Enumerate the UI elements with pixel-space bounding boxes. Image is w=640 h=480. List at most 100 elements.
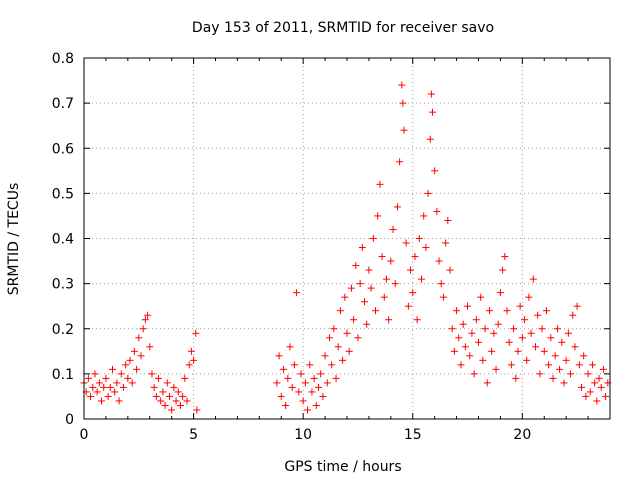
data-point [371,307,379,315]
data-point [424,189,432,197]
data-point [415,235,423,242]
data-point [591,379,599,387]
data-point [501,253,509,261]
data-point [396,158,404,166]
y-tick-label: 0.8 [52,51,74,67]
data-point [569,311,577,319]
data-point [542,307,550,315]
data-point [553,325,561,333]
data-point [299,397,307,405]
data-point [183,397,191,405]
data-point [490,329,498,337]
data-point [593,397,601,405]
data-point [431,167,439,175]
data-point [352,262,360,270]
data-point [531,343,539,351]
data-point [588,361,596,369]
data-point [315,383,323,391]
x-tick-label: 15 [404,427,422,443]
data-point [545,361,553,369]
data-point [426,135,434,143]
data-point [477,293,485,301]
data-point [193,406,201,414]
chart-title: Day 153 of 2011, SRMTID for receiver sav… [192,20,494,36]
data-point [317,370,325,378]
data-point [137,352,145,360]
data-point [332,374,340,382]
data-point [87,392,95,400]
data-point [547,334,555,342]
data-point [310,374,318,382]
data-point [499,266,507,274]
data-point [361,298,369,306]
data-point [505,338,513,346]
data-point [567,370,575,378]
data-point [582,392,590,400]
data-point [350,316,358,324]
data-point [472,316,480,324]
data-point [273,379,281,387]
data-point [455,334,463,342]
data-point [104,392,112,400]
data-point [328,361,336,369]
data-points [80,81,612,414]
data-point [347,284,355,292]
data-point [538,325,546,333]
data-point [556,365,564,373]
data-point [466,352,474,360]
y-axis-label: SRMTID / TECUs [6,183,22,296]
data-point [89,383,97,391]
data-point [159,388,167,396]
data-point [146,343,154,351]
data-point [91,370,99,378]
data-point [376,180,384,188]
data-point [170,383,178,391]
data-point [284,374,292,382]
data-point [95,379,103,387]
data-point [518,334,526,342]
data-point [514,347,522,355]
data-point [529,275,537,283]
data-point [597,383,605,391]
data-point [562,356,570,364]
data-point [130,347,138,355]
data-point [580,352,588,360]
data-point [301,379,309,387]
data-point [115,397,123,405]
data-point [374,212,382,220]
data-point [602,392,610,400]
data-point [148,370,156,378]
data-point [179,392,187,400]
data-point [457,361,465,369]
data-point [185,361,193,369]
data-point [450,347,458,355]
data-point [387,257,395,265]
data-point [521,316,529,324]
data-point [558,338,566,346]
data-point [389,225,397,233]
data-point [525,293,533,301]
data-point [584,370,592,378]
y-tick-label: 0.1 [52,367,74,383]
data-point [380,293,388,301]
data-point [293,289,301,297]
data-point [459,320,467,328]
data-point [448,325,456,333]
data-point [551,352,559,360]
data-point [402,239,410,247]
data-point [319,392,327,400]
data-point [321,352,329,360]
data-point [461,343,469,351]
data-point [304,406,312,414]
y-tick-label: 0 [65,412,74,428]
data-point [398,81,406,89]
data-point [393,203,401,211]
data-point [93,388,101,396]
data-point [325,334,333,342]
data-point [181,374,189,382]
y-tick-label: 0.6 [52,141,74,157]
data-point [446,266,454,274]
data-point [575,361,583,369]
data-point [334,343,342,351]
data-point [341,293,349,301]
